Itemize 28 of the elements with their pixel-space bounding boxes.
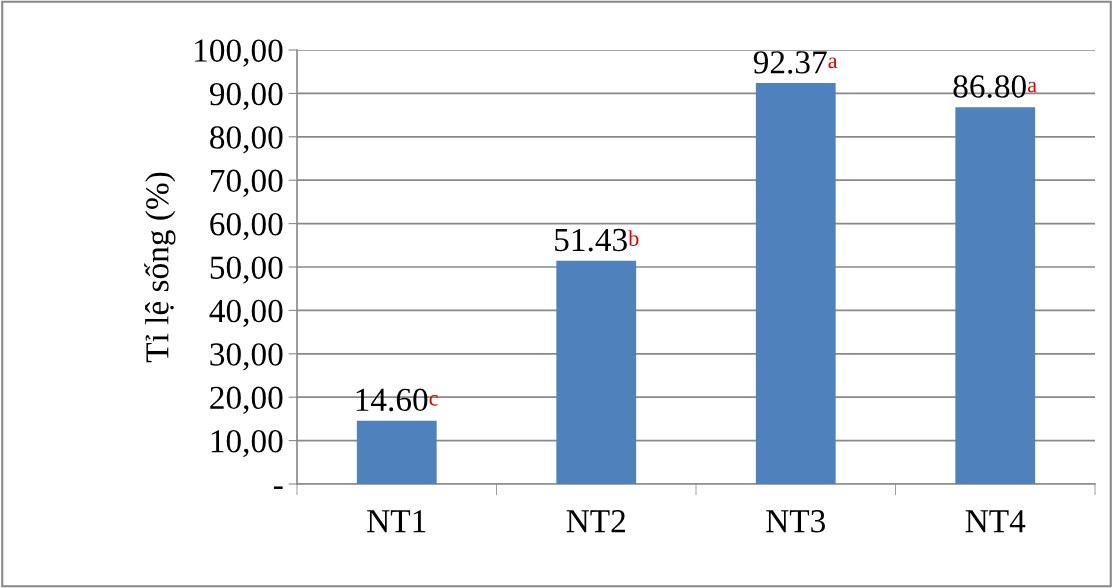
- annotation: b: [628, 230, 639, 246]
- bar: [556, 260, 637, 484]
- y-tick-label: 50,00: [210, 256, 283, 284]
- bar: [755, 83, 836, 484]
- data-label: 92.37: [753, 51, 827, 74]
- x-tick-label: NT1: [367, 510, 426, 533]
- data-label: 51.43: [555, 228, 627, 252]
- data-label: 86.80: [953, 75, 1026, 98]
- y-tick-label: 30,00: [210, 343, 283, 371]
- y-tick-label: 40,00: [209, 299, 283, 328]
- annotation: a: [1027, 81, 1037, 93]
- y-axis-title: Tỉ lệ sống (%): [144, 172, 176, 363]
- x-tick-label: NT2: [566, 510, 625, 533]
- y-tick-label: 70,00: [211, 169, 283, 197]
- annotation: a: [828, 57, 838, 69]
- y-tick-label: 60,00: [210, 213, 283, 241]
- bar: [955, 107, 1036, 484]
- annotation: c: [429, 395, 438, 406]
- y-tick-label: 90,00: [209, 82, 283, 111]
- x-tick-label: NT4: [965, 510, 1026, 533]
- bar: [356, 420, 437, 484]
- y-tick-label: -: [273, 486, 283, 489]
- y-tick-label: 100,00: [195, 39, 283, 67]
- y-tick-label: 10,00: [211, 430, 283, 458]
- data-label: 14.60: [356, 388, 428, 412]
- y-tick-label: 20,00: [210, 386, 283, 414]
- y-tick-label: 80,00: [210, 126, 283, 154]
- x-tick-label: NT3: [766, 510, 825, 533]
